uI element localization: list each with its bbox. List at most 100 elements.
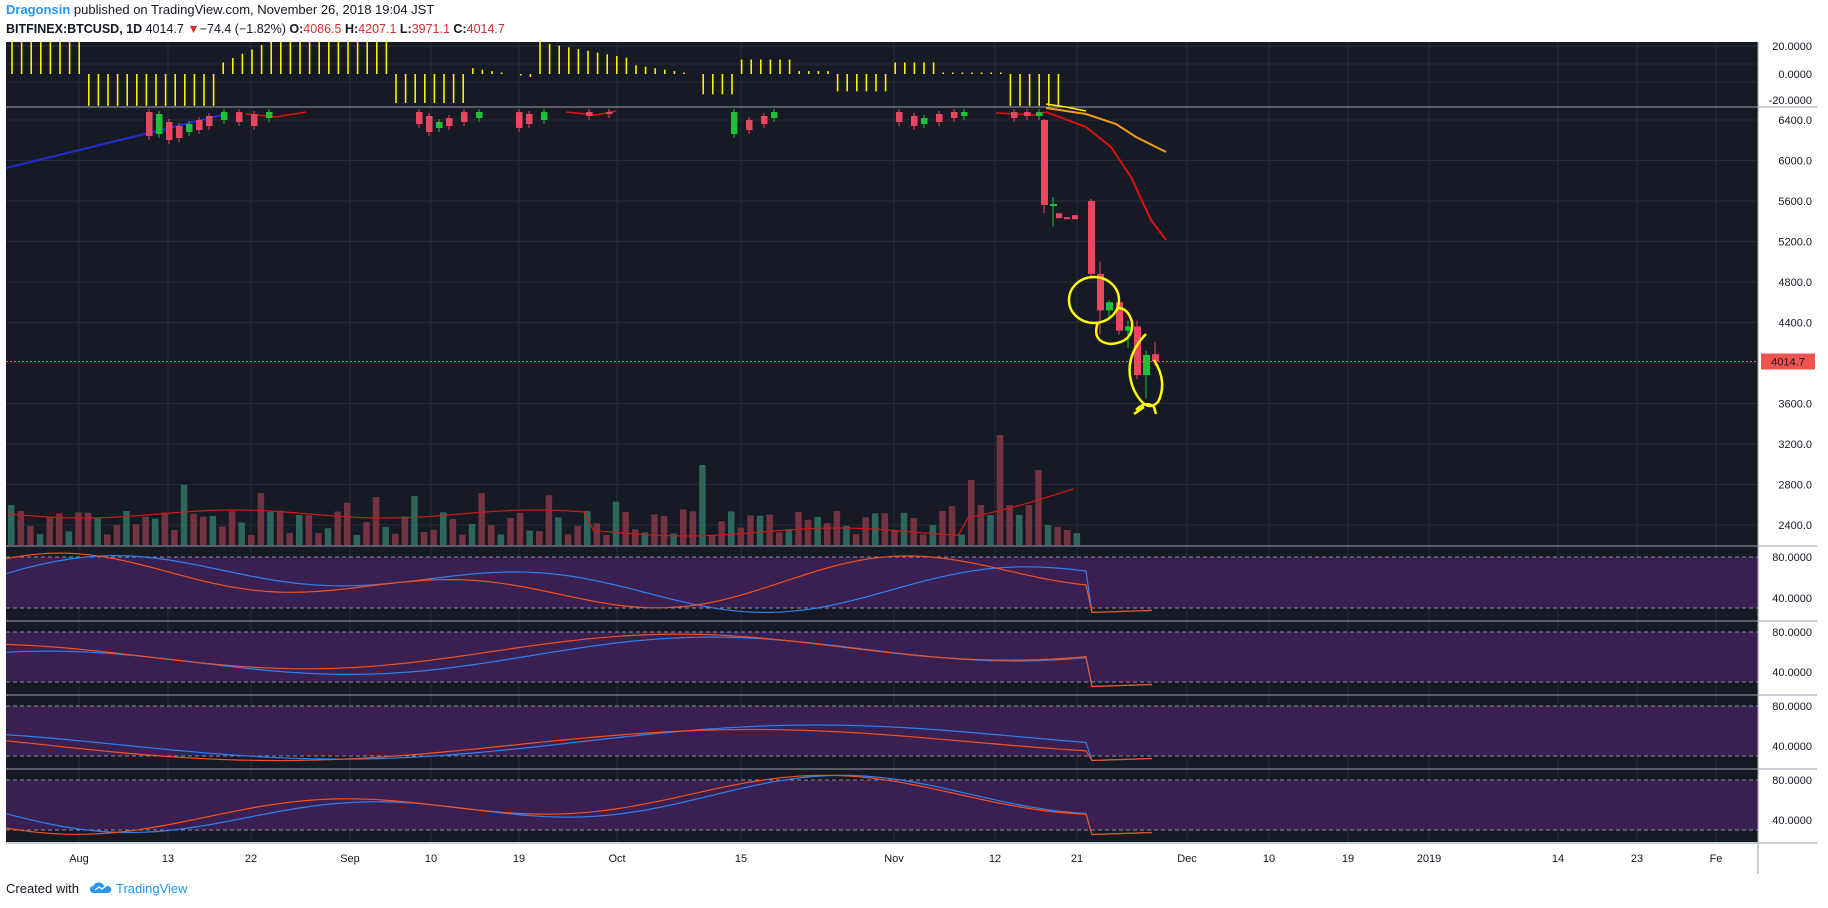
- stoch-tick: 80.0000: [1772, 552, 1812, 564]
- candle-body: [541, 112, 548, 120]
- stoch-k-line: [6, 724, 1153, 762]
- low-label: L:: [399, 22, 412, 36]
- candle-body: [1072, 215, 1078, 220]
- candle-body: [176, 126, 183, 138]
- stoch-k-line: [6, 774, 1153, 836]
- volume-bar: [171, 530, 178, 545]
- x-tick: 19: [513, 853, 525, 865]
- volume-bar: [305, 515, 313, 545]
- x-tick: Fe: [1710, 853, 1723, 865]
- volume-bar: [593, 523, 601, 545]
- volume-bar: [430, 529, 437, 545]
- volume-bar: [891, 530, 898, 545]
- x-tick: 19: [1342, 853, 1354, 865]
- price-tick: 5600.0: [1778, 196, 1812, 208]
- tradingview-link[interactable]: TradingView: [116, 881, 188, 896]
- candle-body: [1134, 326, 1141, 376]
- symbol-label[interactable]: BITFINEX:BTCUSD, 1D: [6, 22, 143, 36]
- candle-body: [156, 114, 163, 134]
- volume-bar: [286, 532, 293, 545]
- price-tick: 2800.0: [1778, 480, 1812, 492]
- stoch-tick: 40.0000: [1772, 667, 1812, 679]
- macd-histogram: [6, 42, 1758, 112]
- high-label: H:: [344, 22, 359, 36]
- volume-bar: [468, 523, 476, 545]
- x-tick: Dec: [1177, 853, 1197, 865]
- x-tick: 13: [162, 853, 174, 865]
- volume-bar: [497, 534, 505, 545]
- volume-bar: [507, 517, 514, 545]
- chart-header: Dragonsin published on TradingView.com, …: [6, 2, 1816, 42]
- x-tick: 10: [1263, 853, 1275, 865]
- x-tick: 12: [989, 853, 1001, 865]
- volume-bar: [84, 512, 92, 545]
- candle-body: [586, 112, 593, 116]
- volume-bar: [459, 534, 466, 545]
- volume-bar: [699, 465, 706, 545]
- stoch-d-line: [6, 552, 1153, 614]
- stoch-band: [6, 557, 1758, 608]
- annotation-circles: [1067, 275, 1164, 416]
- price-tick: 4800.0: [1778, 277, 1812, 289]
- candle-body: [461, 112, 468, 122]
- candle-body: [771, 112, 778, 118]
- volume-bar: [334, 511, 341, 545]
- candle-body: [606, 112, 613, 114]
- chart-canvas[interactable]: 20.0000 0.0000 -20.0000 6400.0 6000.0 5600.0 5…: [6, 42, 1817, 874]
- volume-bar: [200, 516, 207, 545]
- volume-bar: [718, 521, 725, 545]
- candle-body: [1024, 112, 1031, 116]
- volume-bar: [1044, 525, 1052, 545]
- stoch-tick: 40.0000: [1772, 593, 1812, 605]
- stoch-panel: [6, 774, 1758, 836]
- volume-bar: [363, 522, 370, 545]
- volume-bar: [1016, 515, 1023, 545]
- volume-bar: [449, 519, 457, 545]
- volume-bar: [603, 534, 610, 545]
- x-tick: Nov: [884, 853, 904, 865]
- author-link[interactable]: Dragonsin: [6, 2, 71, 17]
- candle-body: [206, 116, 213, 126]
- candle-body: [476, 112, 483, 118]
- x-tick: 14: [1552, 853, 1564, 865]
- volume-bar: [420, 531, 428, 545]
- volume-bar: [75, 512, 82, 545]
- volume-bar: [392, 533, 399, 545]
- volume-bar: [737, 527, 745, 545]
- candle-body: [1036, 112, 1043, 116]
- volume-bar: [1025, 505, 1033, 545]
- stoch-panel: [6, 705, 1758, 762]
- stoch-tick: 80.0000: [1772, 775, 1812, 787]
- volume-bar: [900, 512, 908, 545]
- candle-body: [1041, 120, 1048, 206]
- candle-body: [921, 118, 928, 124]
- price-change: −74.4 (−1.82%): [199, 22, 286, 36]
- x-tick: 2019: [1417, 853, 1441, 865]
- volume-bar: [440, 512, 447, 545]
- candle-body: [526, 114, 533, 124]
- stoch-d-line: [6, 774, 1153, 836]
- volume-bar: [94, 518, 101, 545]
- volume-bar: [401, 516, 409, 545]
- stoch-panel: [6, 631, 1758, 688]
- candle-body: [746, 120, 753, 130]
- volume-bar: [756, 515, 764, 545]
- volume-bar: [641, 532, 649, 545]
- volume-bar: [209, 515, 217, 545]
- volume-bar: [996, 435, 1004, 545]
- volume-bar: [65, 531, 73, 545]
- close-value: 4014.7: [466, 22, 505, 36]
- candle-body: [146, 112, 153, 136]
- candle-body: [236, 112, 243, 122]
- price-tick: 3200.0: [1778, 439, 1812, 451]
- low-value: 3971.1: [411, 22, 450, 36]
- x-tick: 22: [245, 853, 257, 865]
- x-tick: Sep: [340, 853, 360, 865]
- volume-bar: [526, 530, 533, 545]
- candle-body: [1064, 217, 1070, 220]
- candle-body: [936, 114, 943, 122]
- volume-bar: [555, 517, 562, 545]
- volume-bar: [161, 512, 169, 545]
- volume-bar: [929, 524, 937, 545]
- volume-bar: [785, 529, 793, 545]
